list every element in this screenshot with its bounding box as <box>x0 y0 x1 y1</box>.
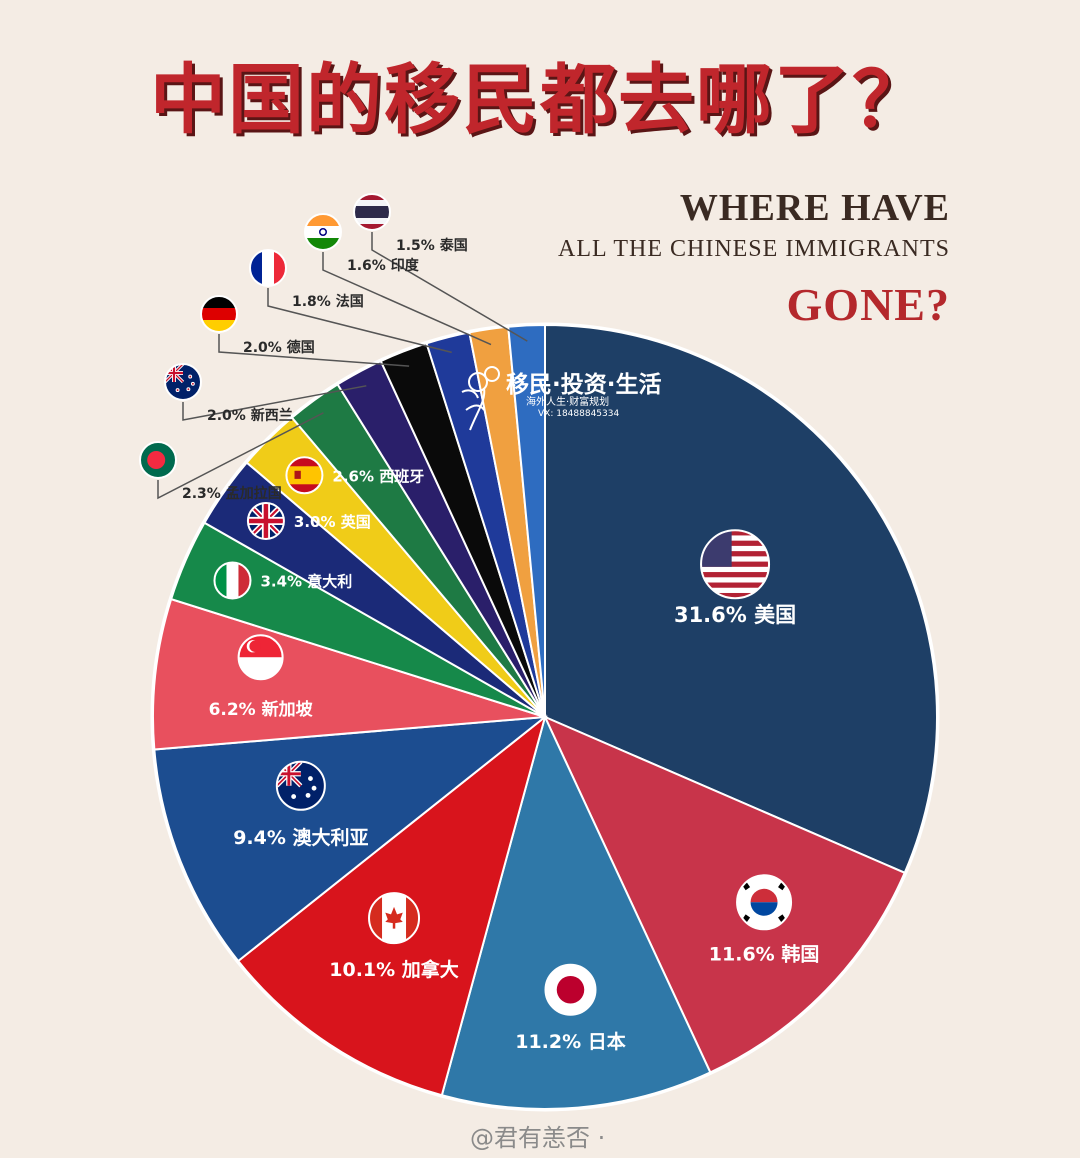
australia-flag-icon <box>275 760 326 811</box>
slice-label-1: 11.6% 韩国 <box>709 942 820 965</box>
pie-outline <box>150 322 940 1112</box>
slice-label-14: 1.5% 泰国 <box>396 237 468 254</box>
korea-flag-icon <box>736 874 793 931</box>
japan-flag-icon <box>544 963 597 1016</box>
leader-line-11 <box>218 334 410 367</box>
slice-label-8: 2.6% 西班牙 <box>332 467 424 485</box>
slice-label-2: 11.2% 日本 <box>515 1030 626 1053</box>
bangladesh-flag-icon <box>139 441 177 479</box>
new-zealand-flag-icon <box>164 363 202 401</box>
slice-label-0: 31.6% 美国 <box>674 603 796 627</box>
india-flag-icon <box>304 213 342 251</box>
thailand-flag-icon <box>353 193 391 231</box>
spain-flag-icon <box>285 456 324 495</box>
slice-label-11: 2.0% 德国 <box>243 339 315 356</box>
brand-logo: 移民·投资·生活 海外人生·财富规划 VX: 18488845334 <box>461 366 661 431</box>
france-flag-icon <box>249 249 287 287</box>
slice-label-9: 2.3% 孟加拉国 <box>182 485 282 502</box>
logo-text: 移民·投资·生活 <box>506 372 661 398</box>
slice-label-5: 6.2% 新加坡 <box>209 699 313 720</box>
page-title: 中国的移民都去哪了？ <box>150 55 930 144</box>
singapore-flag-icon <box>237 634 284 681</box>
canada-flag-icon <box>368 892 421 945</box>
slice-label-3: 10.1% 加拿大 <box>329 958 459 981</box>
logo-subtext: 海外人生·财富规划 <box>526 395 609 408</box>
leader-line-12 <box>267 288 452 354</box>
subtitle-line-1: WHERE HAVE <box>679 187 950 229</box>
subtitle-line-3: GONE? <box>786 279 950 330</box>
slice-label-13: 1.6% 印度 <box>347 257 420 274</box>
slice-label-6: 3.4% 意大利 <box>260 572 352 590</box>
leader-line-9 <box>157 412 324 500</box>
slice-label-7: 3.0% 英国 <box>294 513 371 531</box>
leader-line-13 <box>322 252 492 346</box>
watermark: @君有恙否 · <box>470 1124 606 1152</box>
leader-line-10 <box>182 385 367 421</box>
italy-flag-icon <box>213 561 252 600</box>
slice-label-4: 9.4% 澳大利亚 <box>233 826 368 849</box>
usa-flag-icon <box>700 529 771 600</box>
slice-label-10: 2.0% 新西兰 <box>207 407 293 424</box>
leader-line-14 <box>371 232 528 342</box>
uk-flag-icon <box>246 501 285 540</box>
slice-label-12: 1.8% 法国 <box>292 293 364 310</box>
subtitle-line-2: ALL THE CHINESE IMMIGRANTS <box>558 236 950 262</box>
germany-flag-icon <box>200 295 238 333</box>
flower-logo-icon <box>461 366 500 431</box>
logo-contact: VX: 18488845334 <box>538 409 619 419</box>
